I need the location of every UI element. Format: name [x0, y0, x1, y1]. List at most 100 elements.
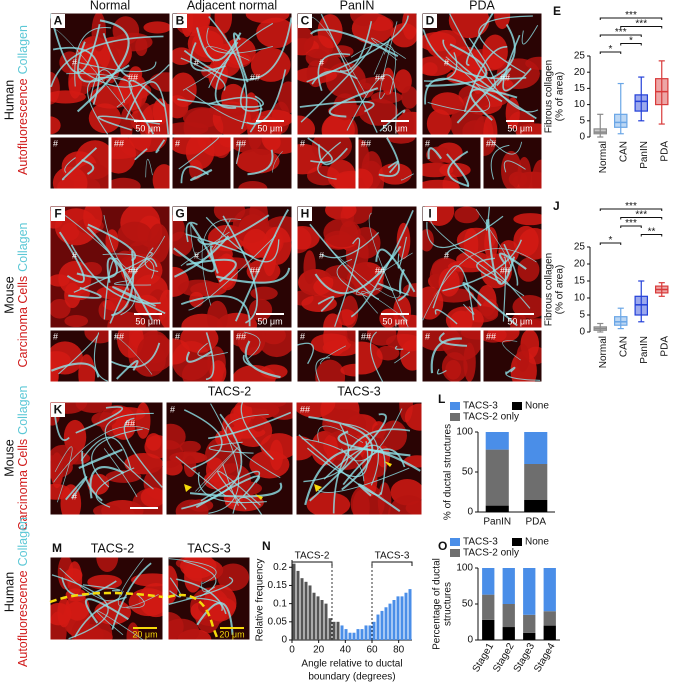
collagen-fiber	[175, 456, 227, 497]
collagen-fiber	[185, 233, 254, 258]
panel-letter: L	[438, 392, 445, 406]
arrowhead	[384, 461, 392, 467]
collagen-fiber	[379, 109, 406, 132]
micrograph	[50, 330, 109, 382]
histogram-bar	[376, 614, 380, 640]
cell-cluster	[50, 116, 61, 135]
panel-letter-box	[423, 207, 437, 221]
cell-cluster	[358, 168, 374, 189]
cell-cluster	[422, 229, 434, 252]
legend-label: TACS-2 only	[463, 548, 519, 559]
micrograph	[358, 137, 417, 189]
collagen-fiber	[58, 332, 100, 375]
cell-cluster	[243, 402, 287, 409]
collagen-fiber	[168, 576, 234, 605]
channel-label: Carcinoma Cells Collagen	[16, 385, 30, 530]
collagen-fiber	[487, 218, 516, 285]
collagen-fiber	[436, 368, 447, 375]
significance-bracket	[620, 26, 663, 29]
cell-cluster	[242, 228, 269, 259]
cell-cluster	[438, 267, 460, 297]
collagen-fiber	[185, 221, 198, 243]
collagen-fiber	[485, 206, 491, 231]
cell-cluster	[248, 298, 273, 321]
scale-label: 20 μm	[132, 629, 157, 639]
collagen-fiber	[317, 425, 364, 443]
x-tick-label: Normal	[598, 336, 609, 368]
micrograph	[50, 137, 109, 189]
cell-cluster	[261, 137, 292, 155]
x-axis-label: boundary (degrees)	[308, 672, 395, 683]
collagen-fiber	[196, 602, 234, 635]
collagen-fiber	[209, 245, 219, 274]
collagen-fiber	[246, 69, 287, 125]
collagen-fiber	[397, 236, 408, 269]
bar-segment	[543, 611, 556, 626]
collagen-fiber	[173, 235, 230, 278]
collagen-fiber	[490, 24, 516, 80]
legend-label: None	[525, 537, 549, 548]
collagen-fiber	[222, 463, 239, 506]
cell-cluster	[340, 363, 356, 377]
panel-letter-box	[298, 207, 312, 221]
collagen-fiber	[208, 96, 262, 133]
collagen-fiber	[350, 209, 414, 318]
legend-swatch	[450, 402, 460, 410]
collagen-fiber	[387, 161, 399, 174]
histogram-bar	[300, 578, 304, 640]
bar-segment	[502, 604, 515, 628]
micrograph	[233, 330, 292, 382]
cell-cluster	[87, 473, 110, 495]
histogram-bar	[328, 618, 332, 640]
region-mark: #	[319, 250, 324, 260]
legend-label: None	[525, 401, 549, 412]
cell-cluster	[140, 487, 163, 508]
collagen-fiber	[378, 137, 400, 177]
collagen-fiber	[430, 337, 462, 374]
collagen-fiber	[208, 441, 254, 454]
collagen-fiber	[336, 258, 368, 298]
cell-cluster	[380, 420, 407, 451]
panel-title: TACS-3	[187, 541, 231, 555]
y-tick-label: 10	[574, 99, 586, 110]
bar-segment	[523, 568, 536, 615]
collagen-fiber	[111, 251, 135, 317]
micrograph	[297, 13, 417, 135]
cell-cluster	[152, 164, 170, 189]
panel-letter: G	[175, 207, 184, 221]
cell-cluster	[136, 334, 170, 372]
collagen-fiber	[307, 137, 333, 164]
collagen-fiber	[317, 296, 335, 312]
y-axis-label: (% of area)	[555, 72, 566, 121]
bar-segment	[482, 568, 495, 595]
histogram-bar	[380, 610, 384, 640]
collagen-fiber	[446, 153, 470, 188]
cell-cluster	[325, 206, 357, 220]
species-label: Mouse	[2, 439, 16, 477]
bar-segment	[485, 449, 509, 506]
region-mark: ##	[125, 418, 135, 428]
collagen-fiber	[183, 17, 292, 81]
micrograph	[422, 330, 481, 382]
cell-cluster	[158, 289, 170, 328]
micrograph	[166, 402, 293, 515]
scale-label: 50 μm	[257, 316, 282, 326]
collagen-fiber	[76, 226, 118, 279]
cell-cluster	[396, 222, 411, 260]
histogram-bar	[356, 629, 360, 640]
collagen-fiber	[368, 212, 409, 328]
cell-cluster	[189, 499, 214, 512]
collagen-fiber	[334, 237, 361, 327]
y-tick-label: 5	[579, 310, 585, 321]
inset-mark: #	[300, 331, 305, 341]
collagen-fiber	[200, 470, 261, 502]
collagen-fiber	[78, 64, 170, 88]
histogram-bar	[392, 600, 396, 640]
collagen-fiber	[103, 214, 166, 271]
collagen-fiber	[346, 74, 397, 131]
collagen-fiber	[125, 81, 170, 135]
collagen-fiber	[123, 417, 163, 488]
collagen-fiber	[317, 141, 342, 180]
collagen-fiber	[197, 342, 228, 357]
